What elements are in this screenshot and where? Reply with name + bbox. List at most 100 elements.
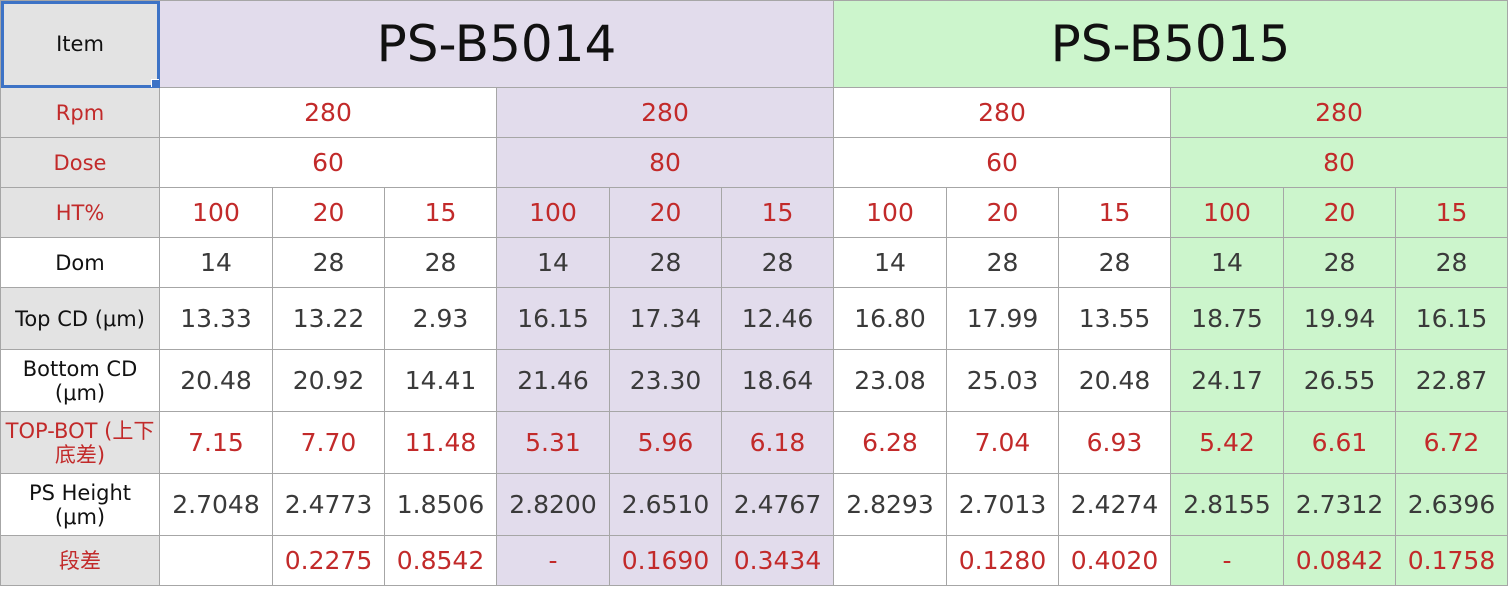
rpm-label[interactable]: Rpm: [0, 87, 160, 138]
top-cd-cell[interactable]: 17.99: [946, 287, 1059, 350]
product-title-a[interactable]: PS-B5014: [159, 0, 834, 88]
top-bot-cell[interactable]: 7.15: [159, 411, 273, 474]
step-cell[interactable]: [833, 535, 947, 586]
top-bot-label[interactable]: TOP-BOT (上下底差): [0, 411, 160, 474]
top-bot-cell[interactable]: 6.18: [721, 411, 834, 474]
step-cell[interactable]: -: [1170, 535, 1284, 586]
ht-label[interactable]: HT%: [0, 187, 160, 238]
rpm-cell[interactable]: 280: [496, 87, 834, 138]
ps-height-cell[interactable]: 2.8293: [833, 473, 947, 536]
ps-height-cell[interactable]: 2.7312: [1283, 473, 1396, 536]
top-bot-cell[interactable]: 6.28: [833, 411, 947, 474]
dom-cell[interactable]: 14: [1170, 237, 1284, 288]
bottom-cd-cell[interactable]: 26.55: [1283, 349, 1396, 412]
top-bot-cell[interactable]: 7.70: [272, 411, 385, 474]
top-cd-cell[interactable]: 16.15: [1395, 287, 1508, 350]
top-cd-cell[interactable]: 17.34: [609, 287, 722, 350]
bottom-cd-label[interactable]: Bottom CD (μm): [0, 349, 160, 412]
ps-height-cell[interactable]: 1.8506: [384, 473, 497, 536]
bottom-cd-cell[interactable]: 20.48: [159, 349, 273, 412]
ps-height-cell[interactable]: 2.8200: [496, 473, 610, 536]
top-cd-cell[interactable]: 16.15: [496, 287, 610, 350]
step-cell[interactable]: [159, 535, 273, 586]
top-cd-cell[interactable]: 13.22: [272, 287, 385, 350]
dom-cell[interactable]: 28: [1395, 237, 1508, 288]
dom-label[interactable]: Dom: [0, 237, 160, 288]
bottom-cd-cell[interactable]: 25.03: [946, 349, 1059, 412]
dose-label[interactable]: Dose: [0, 137, 160, 188]
ht-cell[interactable]: 100: [1170, 187, 1284, 238]
ps-height-cell[interactable]: 2.4767: [721, 473, 834, 536]
ht-cell[interactable]: 100: [496, 187, 610, 238]
ps-height-cell[interactable]: 2.7048: [159, 473, 273, 536]
bottom-cd-cell[interactable]: 23.30: [609, 349, 722, 412]
bottom-cd-cell[interactable]: 21.46: [496, 349, 610, 412]
bottom-cd-cell[interactable]: 14.41: [384, 349, 497, 412]
ht-cell[interactable]: 20: [272, 187, 385, 238]
top-cd-cell[interactable]: 13.55: [1058, 287, 1171, 350]
ht-cell[interactable]: 100: [159, 187, 273, 238]
top-bot-cell[interactable]: 6.93: [1058, 411, 1171, 474]
top-bot-cell[interactable]: 5.42: [1170, 411, 1284, 474]
ht-cell[interactable]: 15: [721, 187, 834, 238]
step-cell[interactable]: 0.1690: [609, 535, 722, 586]
bottom-cd-cell[interactable]: 24.17: [1170, 349, 1284, 412]
dom-cell[interactable]: 14: [159, 237, 273, 288]
product-title-b[interactable]: PS-B5015: [833, 0, 1508, 88]
top-cd-cell[interactable]: 2.93: [384, 287, 497, 350]
top-cd-cell[interactable]: 13.33: [159, 287, 273, 350]
ht-cell[interactable]: 15: [1395, 187, 1508, 238]
cell-item[interactable]: Item: [0, 0, 160, 88]
ht-cell[interactable]: 15: [384, 187, 497, 238]
ht-cell[interactable]: 100: [833, 187, 947, 238]
top-bot-cell[interactable]: 5.31: [496, 411, 610, 474]
step-cell[interactable]: 0.3434: [721, 535, 834, 586]
ps-height-cell[interactable]: 2.6510: [609, 473, 722, 536]
step-cell[interactable]: 0.2275: [272, 535, 385, 586]
top-bot-cell[interactable]: 7.04: [946, 411, 1059, 474]
top-cd-label[interactable]: Top CD (μm): [0, 287, 160, 350]
fill-handle[interactable]: [151, 79, 159, 87]
dose-cell[interactable]: 80: [496, 137, 834, 188]
rpm-cell[interactable]: 280: [833, 87, 1171, 138]
dose-cell[interactable]: 60: [833, 137, 1171, 188]
dom-cell[interactable]: 28: [272, 237, 385, 288]
top-bot-cell[interactable]: 11.48: [384, 411, 497, 474]
ps-height-cell[interactable]: 2.4773: [272, 473, 385, 536]
ps-height-cell[interactable]: 2.6396: [1395, 473, 1508, 536]
top-bot-cell[interactable]: 6.61: [1283, 411, 1396, 474]
dom-cell[interactable]: 28: [384, 237, 497, 288]
bottom-cd-cell[interactable]: 18.64: [721, 349, 834, 412]
dom-cell[interactable]: 28: [721, 237, 834, 288]
ht-cell[interactable]: 20: [609, 187, 722, 238]
dose-cell[interactable]: 60: [159, 137, 497, 188]
dom-cell[interactable]: 28: [609, 237, 722, 288]
step-label[interactable]: 段差: [0, 535, 160, 586]
top-cd-cell[interactable]: 12.46: [721, 287, 834, 350]
top-bot-cell[interactable]: 6.72: [1395, 411, 1508, 474]
ps-height-cell[interactable]: 2.4274: [1058, 473, 1171, 536]
top-bot-cell[interactable]: 5.96: [609, 411, 722, 474]
dose-cell[interactable]: 80: [1170, 137, 1508, 188]
ht-cell[interactable]: 15: [1058, 187, 1171, 238]
step-cell[interactable]: 0.1758: [1395, 535, 1508, 586]
top-cd-cell[interactable]: 16.80: [833, 287, 947, 350]
ps-height-label[interactable]: PS Height (μm): [0, 473, 160, 536]
dom-cell[interactable]: 14: [833, 237, 947, 288]
bottom-cd-cell[interactable]: 20.48: [1058, 349, 1171, 412]
rpm-cell[interactable]: 280: [1170, 87, 1508, 138]
rpm-cell[interactable]: 280: [159, 87, 497, 138]
bottom-cd-cell[interactable]: 23.08: [833, 349, 947, 412]
step-cell[interactable]: 0.8542: [384, 535, 497, 586]
step-cell[interactable]: 0.0842: [1283, 535, 1396, 586]
dom-cell[interactable]: 28: [946, 237, 1059, 288]
bottom-cd-cell[interactable]: 20.92: [272, 349, 385, 412]
ps-height-cell[interactable]: 2.7013: [946, 473, 1059, 536]
step-cell[interactable]: 0.1280: [946, 535, 1059, 586]
bottom-cd-cell[interactable]: 22.87: [1395, 349, 1508, 412]
ps-height-cell[interactable]: 2.8155: [1170, 473, 1284, 536]
top-cd-cell[interactable]: 19.94: [1283, 287, 1396, 350]
dom-cell[interactable]: 28: [1058, 237, 1171, 288]
top-cd-cell[interactable]: 18.75: [1170, 287, 1284, 350]
step-cell[interactable]: 0.4020: [1058, 535, 1171, 586]
